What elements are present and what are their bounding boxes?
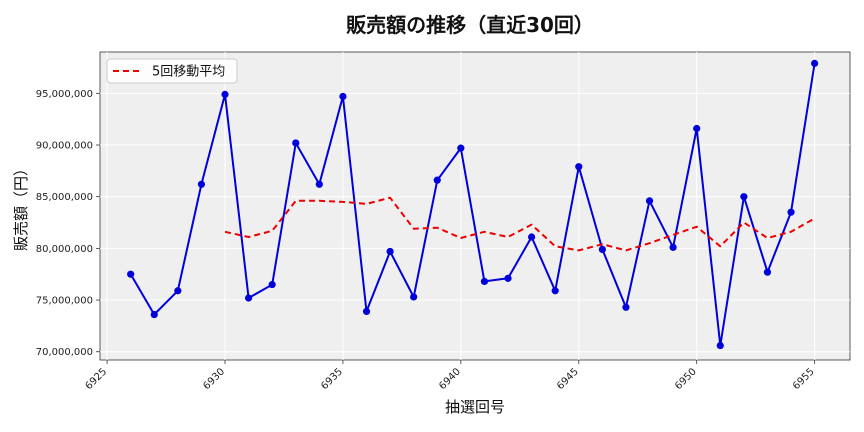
chart-title: 販売額の推移（直近30回）: [346, 13, 594, 37]
sales-point: [811, 59, 819, 67]
sales-point: [457, 144, 465, 152]
y-tick-label: 90,000,000: [36, 141, 93, 152]
sales-point: [410, 293, 418, 301]
sales-point: [339, 92, 347, 101]
y-tick-label: 85,000,000: [36, 192, 93, 203]
sales-point: [433, 176, 441, 184]
sales-line: [129, 63, 816, 347]
sales-point: [221, 90, 229, 98]
sales-point: [669, 243, 677, 251]
legend: 5回移動平均: [106, 58, 238, 84]
sales-point: [622, 303, 630, 311]
x-tick-label: 6940: [437, 366, 463, 392]
sales-point: [645, 197, 654, 205]
sales-point: [315, 180, 323, 188]
sales-point: [174, 287, 182, 295]
sales-point: [197, 180, 206, 188]
x-tick-label: 6930: [201, 366, 227, 392]
sales-point: [763, 268, 772, 276]
sales-point: [362, 307, 371, 316]
legend-label-moving-average: 5回移動平均: [152, 65, 225, 80]
sales-point: [693, 124, 701, 133]
y-tick-label: 70,000,000: [36, 347, 93, 358]
sales-point: [528, 233, 536, 241]
sales-point: [150, 310, 158, 319]
grid-layer: [100, 52, 850, 360]
sales-point: [787, 208, 795, 216]
sales-point: [716, 341, 724, 350]
x-tick-label: 6925: [83, 366, 109, 392]
x-tick-label: 6935: [319, 366, 345, 392]
sales-point: [480, 277, 489, 286]
x-axis-label: 抽選回号: [445, 398, 505, 416]
sales-point: [598, 245, 606, 254]
sales-point: [244, 294, 253, 302]
sales-point: [292, 139, 300, 147]
y-tick-label: 95,000,000: [36, 89, 93, 100]
sales-point: [504, 274, 512, 282]
sales-point: [740, 193, 748, 201]
sales-point: [551, 287, 559, 295]
series-layer: [127, 59, 819, 350]
y-axis-label: 販売額（円）: [12, 161, 30, 251]
legend-box: [106, 58, 238, 84]
y-tick-label: 75,000,000: [36, 296, 93, 307]
x-tick-label: 6945: [555, 366, 581, 392]
sales-point: [127, 270, 135, 278]
sales-point: [575, 163, 583, 171]
plot-area: [99, 51, 851, 361]
moving-average-line: [224, 196, 816, 252]
x-tick-label: 6955: [791, 366, 817, 392]
x-tick-label: 6950: [673, 366, 699, 392]
sales-point: [268, 280, 276, 289]
sales-point: [386, 247, 394, 256]
y-tick-label: 80,000,000: [36, 244, 93, 255]
